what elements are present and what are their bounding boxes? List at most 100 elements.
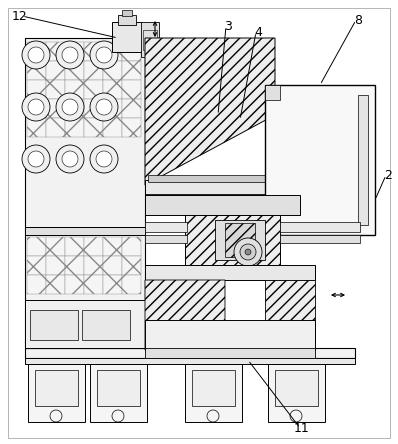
Bar xyxy=(122,99,141,118)
Bar xyxy=(122,42,141,61)
Bar xyxy=(65,42,84,61)
Bar xyxy=(103,80,122,99)
Circle shape xyxy=(90,145,118,173)
Bar xyxy=(97,370,140,406)
Bar xyxy=(84,80,103,99)
Bar xyxy=(122,80,141,99)
Text: 2: 2 xyxy=(384,169,392,182)
Bar xyxy=(145,222,187,232)
Polygon shape xyxy=(265,280,315,350)
Bar xyxy=(122,275,141,294)
Circle shape xyxy=(22,145,50,173)
Bar xyxy=(25,227,145,235)
Circle shape xyxy=(28,151,44,167)
Circle shape xyxy=(96,151,112,167)
Bar xyxy=(46,42,65,61)
Bar xyxy=(145,348,315,358)
Bar xyxy=(265,85,375,235)
Text: 8: 8 xyxy=(354,13,362,27)
Bar xyxy=(65,237,84,256)
Bar xyxy=(103,118,122,137)
Bar xyxy=(143,30,157,50)
Circle shape xyxy=(56,145,84,173)
Bar xyxy=(46,61,65,80)
Bar xyxy=(84,99,103,118)
Circle shape xyxy=(90,93,118,121)
Bar xyxy=(46,99,65,118)
Bar xyxy=(225,223,255,257)
Bar xyxy=(84,237,103,256)
Bar xyxy=(103,61,122,80)
Bar xyxy=(145,265,315,280)
Bar xyxy=(27,80,46,99)
Bar xyxy=(192,370,235,406)
Bar xyxy=(103,42,122,61)
Bar xyxy=(65,80,84,99)
Circle shape xyxy=(22,93,50,121)
Circle shape xyxy=(90,41,118,69)
Circle shape xyxy=(62,151,78,167)
Bar xyxy=(185,364,242,422)
Bar xyxy=(141,22,159,57)
Bar xyxy=(65,99,84,118)
Bar xyxy=(280,235,360,243)
Polygon shape xyxy=(145,280,225,350)
Bar xyxy=(103,99,122,118)
Circle shape xyxy=(245,249,251,255)
Bar xyxy=(145,320,315,350)
Circle shape xyxy=(96,99,112,115)
Bar xyxy=(25,38,145,348)
Bar xyxy=(27,61,46,80)
Circle shape xyxy=(234,238,262,266)
Circle shape xyxy=(240,244,256,260)
Circle shape xyxy=(96,47,112,63)
Bar xyxy=(27,275,46,294)
Text: 4: 4 xyxy=(254,25,262,39)
Bar xyxy=(122,237,141,256)
Bar xyxy=(145,235,187,243)
Bar xyxy=(65,256,84,275)
Circle shape xyxy=(22,41,50,69)
Bar xyxy=(25,348,355,358)
Bar xyxy=(122,10,132,16)
Bar xyxy=(84,61,103,80)
Bar xyxy=(46,256,65,275)
Bar xyxy=(84,256,103,275)
Bar xyxy=(280,222,360,232)
Bar xyxy=(65,118,84,137)
Bar xyxy=(122,61,141,80)
Bar xyxy=(122,256,141,275)
Text: 3: 3 xyxy=(224,20,232,32)
Text: 11: 11 xyxy=(294,421,310,435)
Circle shape xyxy=(62,99,78,115)
Bar xyxy=(148,175,298,182)
Bar xyxy=(30,310,78,340)
Circle shape xyxy=(28,99,44,115)
Bar xyxy=(65,61,84,80)
Circle shape xyxy=(62,47,78,63)
Bar xyxy=(28,364,85,422)
Bar xyxy=(185,215,280,265)
Bar xyxy=(35,370,78,406)
Bar xyxy=(145,180,300,195)
Circle shape xyxy=(56,93,84,121)
Bar xyxy=(27,118,46,137)
Polygon shape xyxy=(145,38,275,185)
Bar xyxy=(84,42,103,61)
Bar xyxy=(118,15,136,25)
Bar xyxy=(265,85,280,100)
Circle shape xyxy=(28,47,44,63)
Bar xyxy=(215,220,265,260)
Bar xyxy=(46,275,65,294)
Bar xyxy=(27,237,46,256)
Bar xyxy=(84,275,103,294)
Bar xyxy=(25,300,145,348)
Bar xyxy=(46,237,65,256)
Bar xyxy=(122,118,141,137)
Bar xyxy=(65,275,84,294)
Bar xyxy=(90,364,147,422)
Bar xyxy=(84,118,103,137)
Bar xyxy=(82,310,130,340)
Text: 12: 12 xyxy=(12,9,28,23)
Bar xyxy=(268,364,325,422)
